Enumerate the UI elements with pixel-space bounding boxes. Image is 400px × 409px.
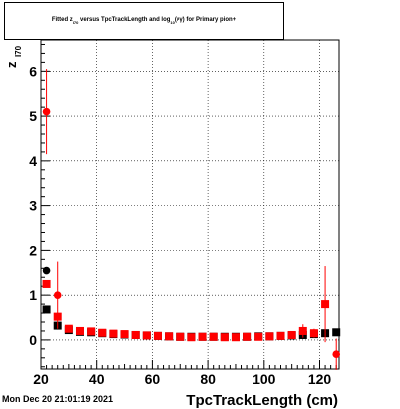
data-point — [321, 266, 330, 343]
data-point — [131, 330, 140, 339]
point-marker — [287, 330, 296, 339]
point-marker — [42, 279, 51, 288]
point-marker — [165, 332, 174, 341]
point-marker — [298, 326, 307, 335]
data-series — [42, 69, 341, 370]
x-tick-label: 100 — [252, 371, 276, 387]
data-point — [287, 330, 296, 339]
point-marker — [142, 331, 151, 340]
data-point — [231, 333, 240, 342]
y-tick-label: 6 — [29, 63, 37, 79]
data-point — [198, 332, 207, 341]
data-point — [187, 333, 196, 342]
data-point — [64, 324, 73, 333]
data-point — [42, 69, 51, 155]
point-marker — [176, 332, 185, 341]
point-marker — [254, 332, 263, 341]
point-marker — [87, 327, 96, 336]
data-point — [42, 305, 51, 314]
data-point — [142, 331, 151, 340]
data-point — [265, 332, 274, 341]
data-point — [87, 327, 96, 336]
data-point — [42, 279, 51, 288]
data-point — [220, 333, 229, 342]
y-axis-label: z I70 — [3, 45, 23, 68]
y-tick-label: 5 — [29, 108, 37, 124]
data-point — [165, 332, 174, 341]
timestamp: Mon Dec 20 21:01:19 2021 — [2, 394, 114, 404]
point-marker — [187, 333, 196, 342]
data-point — [298, 324, 307, 338]
x-tick-label: 40 — [89, 371, 105, 387]
point-marker — [53, 291, 62, 299]
y-tick-label: 2 — [29, 242, 37, 258]
point-marker — [98, 328, 107, 337]
point-marker — [131, 330, 140, 339]
y-tick-label: 3 — [29, 198, 37, 214]
axis-ticks: 20 40 60 80 100 120 0 1 2 3 4 5 6 — [29, 43, 337, 387]
data-point — [254, 332, 263, 341]
point-marker — [42, 107, 51, 116]
point-marker — [332, 350, 341, 359]
point-marker — [309, 329, 318, 338]
x-axis-label: TpcTrackLength (cm) — [186, 392, 338, 409]
x-tick-label: 20 — [33, 371, 49, 387]
point-marker — [42, 266, 51, 275]
y-tick-label: 1 — [29, 287, 37, 303]
y-tick-label: 0 — [29, 332, 37, 348]
point-marker — [198, 332, 207, 341]
data-point — [276, 331, 285, 340]
plot-frame — [40, 39, 340, 370]
x-tick-label: 60 — [145, 371, 161, 387]
point-marker — [243, 332, 252, 341]
data-point — [42, 266, 51, 275]
point-marker — [265, 332, 274, 341]
point-marker — [153, 331, 162, 340]
point-marker — [321, 300, 330, 309]
y-axis-label-main: z — [4, 61, 19, 68]
data-point — [176, 332, 185, 341]
point-marker — [120, 330, 129, 339]
point-marker — [209, 332, 218, 341]
data-point — [120, 330, 129, 339]
point-marker — [231, 333, 240, 342]
point-marker — [332, 328, 341, 337]
data-point — [243, 332, 252, 341]
plot-title: Fitted zI70 versus TpcTrackLength and lo… — [51, 16, 237, 25]
data-point — [309, 328, 318, 338]
data-point — [153, 331, 162, 340]
data-point — [332, 328, 341, 337]
point-marker — [75, 326, 84, 335]
point-marker — [64, 324, 73, 333]
grid — [41, 40, 339, 369]
y-tick-label: 4 — [29, 153, 37, 169]
point-marker — [220, 333, 229, 342]
x-tick-label: 80 — [200, 371, 216, 387]
data-point — [75, 326, 84, 335]
svg-text:z I70: z I70 — [3, 45, 23, 68]
data-point — [53, 261, 62, 329]
plot-title-box: Fitted zI70 versus TpcTrackLength and lo… — [4, 2, 284, 40]
data-point — [332, 338, 341, 370]
point-marker — [276, 331, 285, 340]
point-marker — [109, 329, 118, 338]
data-point — [109, 329, 118, 338]
x-tick-label: 120 — [308, 371, 332, 387]
data-point — [98, 328, 107, 337]
data-point — [209, 332, 218, 341]
y-axis-label-sub: I70 — [14, 45, 23, 57]
point-marker — [42, 305, 51, 314]
